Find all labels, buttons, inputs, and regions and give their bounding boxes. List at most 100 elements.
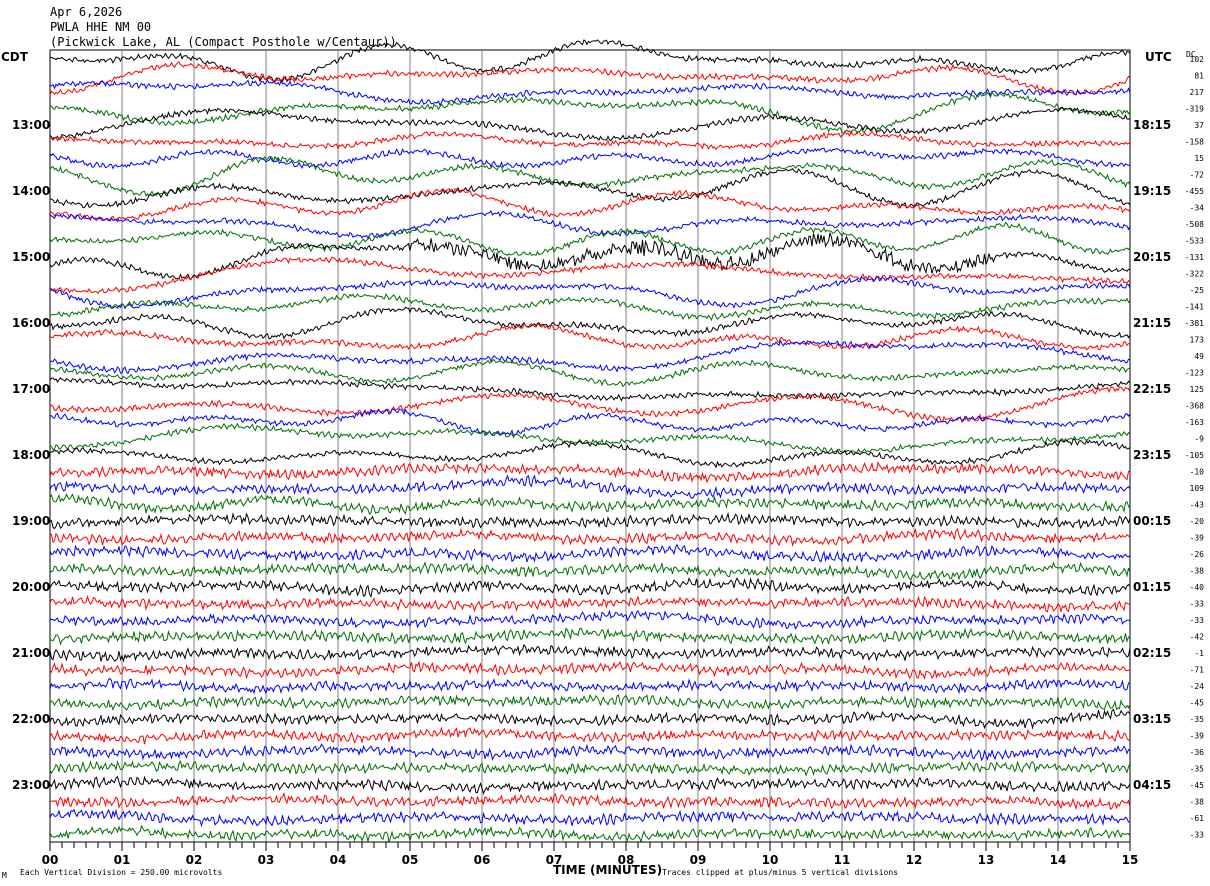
- x-tick-label: 01: [114, 853, 131, 867]
- seismic-trace: [49, 708, 1131, 730]
- utc-axis-label: UTC: [1145, 50, 1172, 64]
- dc-offset-label: 37: [1194, 121, 1204, 130]
- seismic-trace: [49, 577, 1131, 598]
- cdt-hour-label: 18:00: [12, 448, 50, 462]
- seismic-trace: [49, 358, 1131, 388]
- seismic-trace: [49, 422, 1131, 454]
- dc-offset-label: -35: [1190, 765, 1205, 774]
- seismic-trace: [49, 660, 1131, 680]
- seismic-trace: [49, 808, 1131, 828]
- seismic-trace: [49, 79, 1131, 107]
- cdt-hour-label: 23:00: [12, 778, 50, 792]
- x-tick-label: 10: [762, 853, 779, 867]
- seismic-trace: [50, 627, 1131, 646]
- seismic-trace: [49, 543, 1131, 563]
- x-axis-title: TIME (MINUTES): [553, 863, 662, 877]
- x-tick-label: 09: [690, 853, 707, 867]
- cdt-hour-label: 15:00: [12, 250, 50, 264]
- dc-offset-label: -39: [1190, 732, 1205, 741]
- dc-offset-label: -533: [1185, 237, 1204, 246]
- dc-offset-label: 217: [1190, 88, 1205, 97]
- station-label: PWLA HHE NM 00: [50, 20, 151, 34]
- dc-offset-label: -40: [1190, 583, 1205, 592]
- cdt-hour-label: 21:00: [12, 646, 50, 660]
- seismic-trace: [49, 594, 1131, 613]
- dc-offset-label: -20: [1190, 517, 1205, 526]
- seismic-trace: [49, 743, 1131, 762]
- dc-offset-label: -123: [1185, 369, 1204, 378]
- dc-offset-label: -33: [1190, 616, 1205, 625]
- corner-mark: M: [2, 871, 7, 880]
- dc-offset-label: -131: [1185, 253, 1204, 262]
- utc-hour-label: 03:15: [1133, 712, 1171, 726]
- seismic-trace: [49, 306, 1131, 340]
- dc-offset-label: -45: [1190, 781, 1205, 790]
- dc-offset-label: -381: [1185, 319, 1204, 328]
- dc-offset-label: 49: [1194, 352, 1204, 361]
- cdt-axis-label: CDT: [1, 50, 29, 64]
- dc-offset-label: 15: [1194, 154, 1204, 163]
- seismic-trace: [49, 386, 1131, 424]
- seismic-trace: [49, 168, 1131, 209]
- dc-offset-label: -105: [1185, 451, 1204, 460]
- date-label: Apr 6,2026: [50, 5, 122, 19]
- seismic-trace: [49, 474, 1131, 499]
- seismic-trace: [49, 775, 1131, 795]
- dc-offset-label: -163: [1185, 418, 1204, 427]
- x-axis: 00 01 02 03 04 05 06 07 08 09 10 11 12 13 14 15: [42, 841, 1139, 867]
- dc-offset-label: -34: [1190, 204, 1205, 213]
- row-labels: 13:00 14:00 15:00 16:00 17:00 18:00 19:00 20:00…: [12, 55, 1204, 840]
- seismic-trace: [49, 61, 1131, 96]
- dc-offset-label: -38: [1190, 798, 1205, 807]
- seismic-trace: [49, 130, 1131, 151]
- dc-offset-label: -10: [1190, 468, 1205, 477]
- scale-note: Each Vertical Division = 250.00 microvol…: [20, 868, 222, 877]
- seismic-trace: [49, 693, 1131, 712]
- seismic-trace: [49, 232, 1131, 281]
- seismic-trace: [49, 155, 1131, 198]
- dc-offset-label: -508: [1185, 220, 1204, 229]
- seismic-trace: [49, 221, 1131, 257]
- seismic-trace: [49, 527, 1131, 548]
- dc-offset-label: -45: [1190, 699, 1205, 708]
- seismic-trace: [49, 377, 1131, 402]
- x-tick-label: 12: [906, 853, 923, 867]
- utc-hour-label: 21:15: [1133, 316, 1171, 330]
- x-tick-label: 02: [186, 853, 203, 867]
- seismic-trace: [49, 188, 1131, 223]
- dc-offset-label: -42: [1190, 633, 1205, 642]
- seismic-trace: [49, 106, 1131, 142]
- x-tick-label: 08: [618, 853, 635, 867]
- x-tick-label: 00: [42, 853, 59, 867]
- dc-offset-label: -322: [1185, 270, 1204, 279]
- dc-offset-label: 173: [1190, 336, 1205, 345]
- utc-hour-label: 20:15: [1133, 250, 1171, 264]
- utc-hour-label: 19:15: [1133, 184, 1171, 198]
- seismic-trace: [49, 791, 1131, 811]
- seismic-trace: [49, 293, 1131, 322]
- x-tick-label: 04: [330, 853, 347, 867]
- seismic-trace: [49, 677, 1131, 695]
- utc-hour-label: 04:15: [1133, 778, 1171, 792]
- x-tick-label: 15: [1122, 853, 1139, 867]
- seismic-trace: [49, 275, 1131, 310]
- dc-offset-label: -43: [1190, 501, 1205, 510]
- dc-offset-label: 81: [1194, 72, 1204, 81]
- x-tick-label: 05: [402, 853, 419, 867]
- cdt-hour-label: 13:00: [12, 118, 50, 132]
- utc-hour-label: 00:15: [1133, 514, 1171, 528]
- seismic-trace: [49, 493, 1131, 516]
- dc-offset-label: 125: [1190, 385, 1205, 394]
- seismic-trace: [49, 39, 1131, 83]
- dc-offset-label: -61: [1190, 814, 1205, 823]
- x-tick-label: 06: [474, 853, 491, 867]
- dc-offset-label: 109: [1190, 484, 1205, 493]
- dc-offset-label: -24: [1190, 682, 1205, 691]
- dc-offset-label: -455: [1185, 187, 1204, 196]
- dc-offset-label: -25: [1190, 286, 1205, 295]
- minute-grid: [121, 50, 1059, 842]
- seismic-trace: [49, 339, 1131, 375]
- x-tick-label: 13: [978, 853, 995, 867]
- dc-offset-label: -38: [1190, 567, 1205, 576]
